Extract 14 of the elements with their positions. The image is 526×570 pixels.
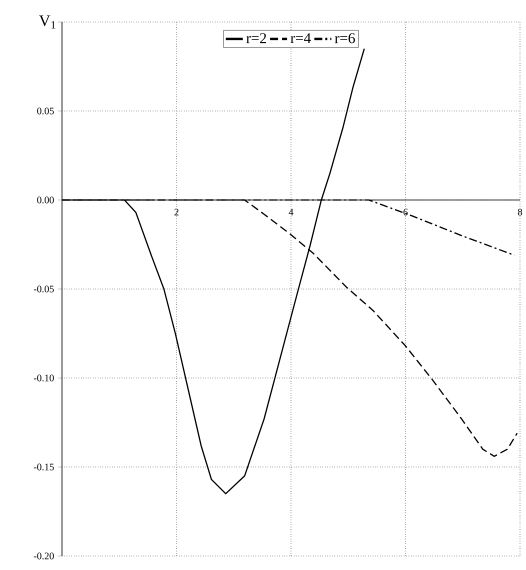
y-tick-label: 0.00 <box>37 196 54 204</box>
y-axis-title: V$_{1}$ <box>39 15 56 29</box>
x-tick-label: 8 <box>518 208 522 216</box>
y-tick-label: -0.10 <box>34 374 54 382</box>
y-tick-label: -0.05 <box>34 286 54 292</box>
x-tick-label: 6 <box>403 208 408 216</box>
y-tick-label: -0.15 <box>34 464 54 470</box>
x-tick-label: 4 <box>288 208 294 216</box>
y-tick-label: 0.05 <box>37 108 54 114</box>
y-tick-label: -0.20 <box>34 552 54 560</box>
legend-label: r=4 <box>290 33 311 44</box>
legend-label: r=2 <box>246 33 266 44</box>
legend-label: r=6 <box>334 33 355 44</box>
x-tick-label: 2 <box>174 208 178 216</box>
